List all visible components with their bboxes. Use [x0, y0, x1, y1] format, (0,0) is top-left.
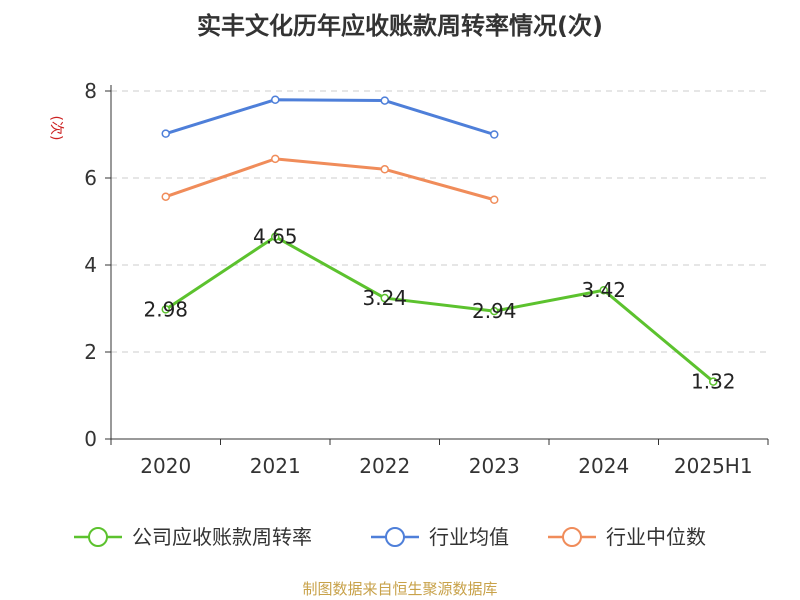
data-point	[380, 293, 389, 303]
series-line-1	[165, 98, 495, 136]
y-tick-label: 4	[84, 253, 97, 277]
legend-marker	[562, 527, 582, 547]
data-point	[161, 129, 170, 138]
series-line-0	[164, 235, 715, 383]
data-label: 3.24	[362, 286, 407, 310]
data-label: 1.32	[691, 370, 736, 394]
x-tick-label: 2022	[359, 454, 410, 478]
source-note: 制图数据来自恒生聚源数据库	[302, 580, 498, 598]
y-tick-label: 0	[84, 427, 97, 451]
series-lines	[161, 95, 718, 386]
data-label: 2.98	[143, 297, 188, 321]
legend-label: 公司应收账款周转率	[132, 525, 312, 549]
legend-label: 行业中位数	[606, 525, 706, 549]
x-tick-label: 2025H1	[674, 454, 753, 478]
chart-title: 实丰文化历年应收账款周转率情况(次)	[197, 12, 603, 40]
y-tick-label: 2	[84, 340, 97, 364]
x-tick-label: 2023	[469, 454, 520, 478]
x-tick-label: 2020	[140, 454, 191, 478]
axes: 0 2 4 6 8 2020 2021 2022 2023 2024 2025H1 (次)	[48, 79, 769, 478]
data-labels: 2.98 4.65 3.24 2.94 3.42 1.32	[143, 225, 735, 394]
data-point	[709, 377, 718, 386]
data-point	[599, 285, 608, 295]
data-label: 4.65	[253, 225, 298, 249]
legend-marker	[385, 527, 405, 547]
series-line-2	[165, 157, 495, 202]
data-label: 3.42	[581, 278, 626, 302]
legend-marker	[88, 527, 108, 547]
data-point	[490, 306, 499, 316]
data-point	[490, 130, 499, 139]
data-point	[490, 195, 499, 204]
data-point	[161, 305, 170, 314]
data-point	[161, 192, 170, 201]
x-tick-label: 2021	[250, 454, 301, 478]
data-point	[380, 96, 389, 105]
data-point	[271, 154, 280, 164]
y-tick-label: 8	[84, 79, 97, 103]
y-tick-label: 6	[84, 166, 97, 190]
data-point	[271, 95, 280, 104]
grid-lines	[111, 90, 768, 353]
y-axis-label: (次)	[48, 116, 64, 141]
legend: 公司应收账款周转率 行业均值 行业中位数	[74, 525, 706, 549]
data-label: 2.94	[472, 299, 517, 323]
x-tick-label: 2024	[578, 454, 629, 478]
legend-label: 行业均值	[429, 525, 509, 549]
data-point	[271, 232, 280, 241]
data-point	[380, 165, 389, 174]
